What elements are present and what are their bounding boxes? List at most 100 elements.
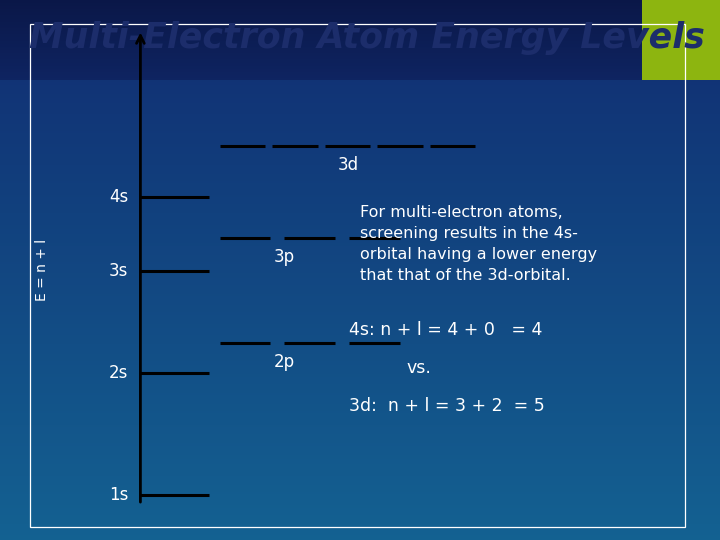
Bar <box>0 344 720 347</box>
Bar <box>0 50 720 52</box>
Bar <box>0 44 720 46</box>
Bar <box>0 37 720 39</box>
Bar <box>0 386 720 388</box>
Bar <box>0 295 720 299</box>
Bar <box>0 105 720 107</box>
Bar <box>0 443 720 445</box>
Bar <box>0 369 720 372</box>
Bar <box>0 530 720 533</box>
Bar <box>0 496 720 498</box>
Bar <box>0 397 720 400</box>
Bar <box>0 355 720 358</box>
Bar <box>0 273 720 275</box>
Bar <box>0 242 720 246</box>
Bar <box>0 431 720 434</box>
Bar <box>0 256 720 259</box>
Bar <box>0 4 720 6</box>
Bar <box>0 420 720 423</box>
Bar <box>0 224 720 227</box>
Bar <box>0 65 720 67</box>
Bar <box>0 63 720 64</box>
Bar <box>0 353 720 356</box>
Bar <box>0 381 720 383</box>
Bar <box>0 470 720 473</box>
Bar <box>0 390 720 393</box>
Bar <box>0 96 720 98</box>
Bar <box>0 33 720 35</box>
Bar <box>0 236 720 239</box>
Bar <box>0 84 720 87</box>
Bar <box>0 452 720 455</box>
Bar <box>0 123 720 126</box>
Bar <box>0 218 720 220</box>
Bar <box>0 305 720 308</box>
Bar <box>0 6 720 8</box>
Bar <box>0 93 720 96</box>
Bar <box>0 238 720 241</box>
Bar <box>0 505 720 508</box>
Bar <box>0 112 720 114</box>
Bar <box>0 23 720 25</box>
Bar <box>0 259 720 262</box>
Bar <box>0 211 720 213</box>
Bar <box>0 89 720 91</box>
Bar <box>0 40 720 42</box>
Bar <box>0 197 720 200</box>
Bar <box>0 125 720 128</box>
Bar <box>0 309 720 312</box>
Bar <box>0 176 720 179</box>
Bar <box>0 410 720 414</box>
Bar <box>0 1 720 2</box>
Bar <box>0 383 720 386</box>
Bar <box>0 39 720 41</box>
Bar <box>0 268 720 271</box>
Bar <box>0 512 720 515</box>
Bar <box>0 521 720 524</box>
Bar <box>0 71 720 73</box>
Bar <box>0 42 720 43</box>
Bar <box>0 158 720 160</box>
Bar <box>0 261 720 264</box>
Bar <box>0 49 720 50</box>
Bar <box>0 519 720 522</box>
Bar <box>0 14 720 15</box>
Bar <box>0 337 720 340</box>
Bar <box>0 339 720 342</box>
Bar <box>0 213 720 215</box>
Bar <box>0 326 720 328</box>
Bar <box>0 2 720 3</box>
Bar <box>0 487 720 489</box>
Bar <box>0 194 720 197</box>
Bar <box>0 199 720 202</box>
Bar <box>0 286 720 289</box>
Bar <box>0 78 720 80</box>
Bar <box>642 0 720 80</box>
Bar <box>0 24 720 26</box>
Bar <box>0 392 720 395</box>
Bar <box>0 438 720 441</box>
Bar <box>0 459 720 462</box>
Bar <box>0 82 720 85</box>
Bar <box>0 57 720 59</box>
Bar <box>0 183 720 186</box>
Bar <box>0 275 720 278</box>
Bar <box>0 333 720 335</box>
Bar <box>0 254 720 257</box>
Bar <box>0 249 720 252</box>
Bar <box>0 26 720 28</box>
Bar <box>0 50 720 51</box>
Bar <box>0 466 720 469</box>
Text: For multi-electron atoms,
screening results in the 4s-
orbital having a lower en: For multi-electron atoms, screening resu… <box>360 205 597 283</box>
Bar <box>0 192 720 195</box>
Bar <box>0 127 720 131</box>
Bar <box>0 388 720 390</box>
Bar <box>0 3 720 5</box>
Bar <box>0 43 720 44</box>
Bar <box>0 280 720 282</box>
Bar <box>0 137 720 140</box>
Bar <box>0 52 720 54</box>
Text: E = n + l: E = n + l <box>35 239 49 301</box>
Bar <box>0 174 720 177</box>
Bar <box>0 77 720 79</box>
Bar <box>0 114 720 117</box>
